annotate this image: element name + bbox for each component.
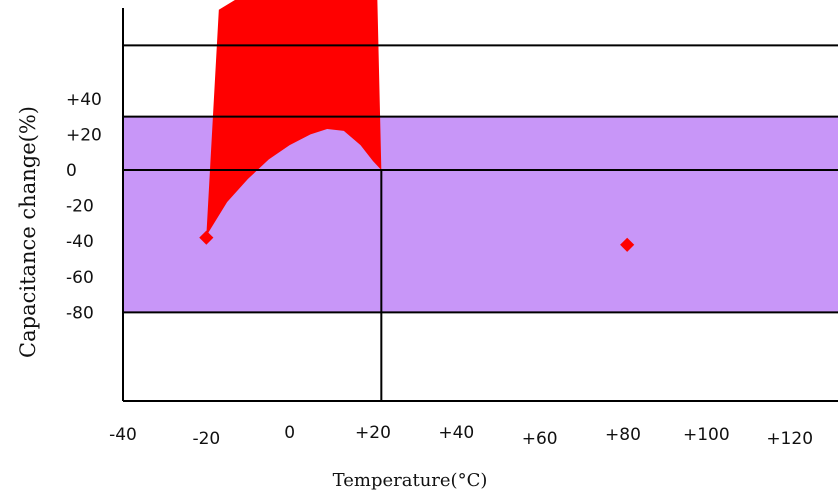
x-tick-labels: -40 -20 0 +20 +40 +60 +80 +100 +120	[109, 423, 813, 449]
data-point-0	[199, 230, 214, 245]
x-tick-label: +40	[438, 423, 474, 443]
x-tick-label: +20	[355, 423, 391, 443]
x-tick-label: 0	[284, 423, 295, 443]
x-tick-label: +100	[683, 425, 730, 445]
x-tick-label: -40	[109, 425, 137, 445]
y-axis-label: Capacitance change(%)	[16, 106, 40, 358]
y-tick-label: +40	[66, 90, 102, 110]
y-tick-label: 0	[66, 161, 77, 181]
y-tick-label: +20	[66, 125, 102, 145]
series-region-0	[206, 0, 382, 236]
x-tick-label: +120	[766, 429, 813, 449]
x-tick-label: -20	[192, 429, 220, 449]
y-tick-label: -20	[66, 197, 94, 217]
data-points-layer	[199, 230, 635, 252]
data-point-1	[620, 237, 635, 252]
y-tick-label: -80	[66, 303, 94, 323]
x-tick-label: +80	[605, 425, 641, 445]
x-axis-label: Temperature(°C)	[333, 470, 488, 491]
series-layer	[206, 0, 382, 236]
reference-lines-layer	[122, 8, 838, 402]
x-tick-label: +60	[522, 429, 558, 449]
y-tick-label: -60	[66, 268, 94, 288]
y-tick-label: -40	[66, 232, 94, 252]
y-tick-labels: +40 +20 0 -20 -40 -60 -80	[66, 90, 102, 324]
